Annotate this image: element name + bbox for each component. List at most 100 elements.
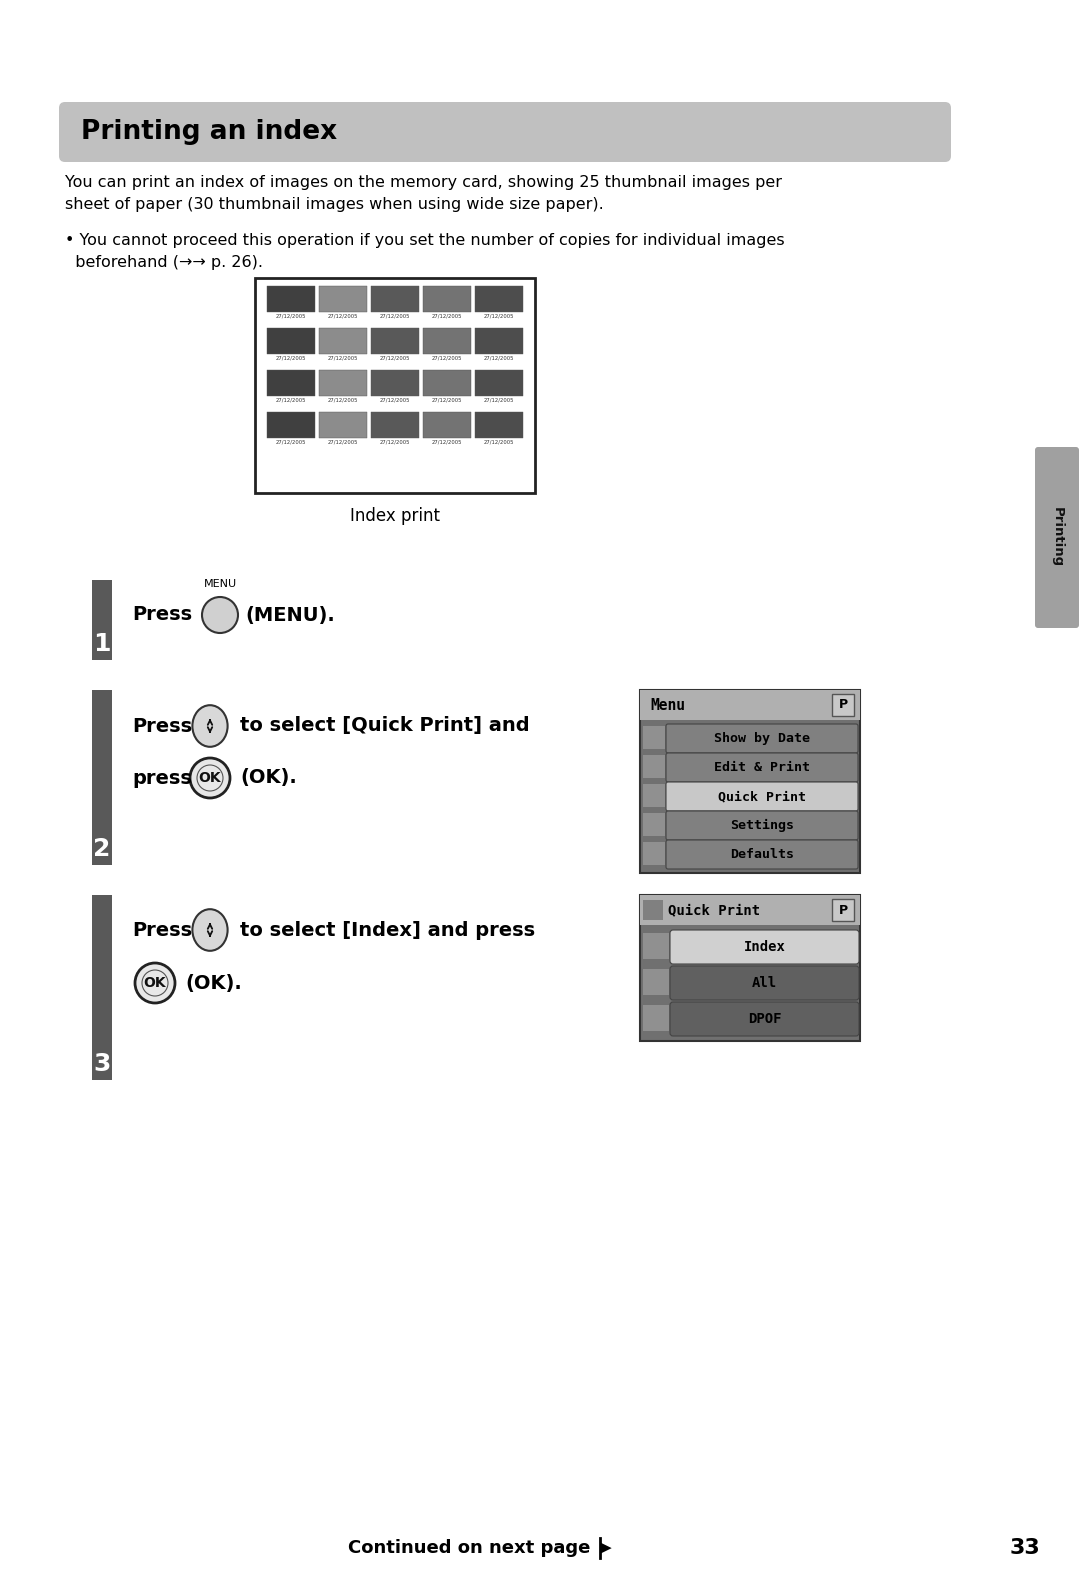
- Text: MENU: MENU: [203, 579, 237, 589]
- Text: 27/12/2005: 27/12/2005: [327, 398, 359, 403]
- Bar: [319, 412, 367, 438]
- Text: 27/12/2005: 27/12/2005: [432, 439, 462, 446]
- Bar: [475, 369, 523, 396]
- Text: (OK).: (OK).: [240, 769, 297, 788]
- Text: 27/12/2005: 27/12/2005: [484, 439, 514, 446]
- Text: 27/12/2005: 27/12/2005: [275, 314, 307, 318]
- Bar: [643, 783, 665, 807]
- Text: 2: 2: [93, 837, 110, 861]
- Bar: [643, 814, 665, 836]
- Bar: [372, 412, 419, 438]
- Text: 27/12/2005: 27/12/2005: [380, 357, 410, 361]
- Text: 1: 1: [93, 632, 111, 656]
- Text: 27/12/2005: 27/12/2005: [484, 357, 514, 361]
- Text: 27/12/2005: 27/12/2005: [275, 398, 307, 403]
- Bar: [423, 369, 471, 396]
- Bar: [643, 933, 669, 958]
- Text: 27/12/2005: 27/12/2005: [432, 314, 462, 318]
- FancyBboxPatch shape: [1035, 447, 1079, 627]
- Text: Printing an index: Printing an index: [81, 119, 337, 145]
- Bar: [643, 842, 665, 864]
- FancyBboxPatch shape: [666, 841, 858, 869]
- Text: 27/12/2005: 27/12/2005: [380, 398, 410, 403]
- FancyBboxPatch shape: [670, 966, 859, 1000]
- Text: Continued on next page: Continued on next page: [348, 1539, 590, 1557]
- Text: Show by Date: Show by Date: [714, 732, 810, 745]
- Text: 27/12/2005: 27/12/2005: [327, 357, 359, 361]
- Bar: [372, 369, 419, 396]
- Bar: [319, 369, 367, 396]
- Text: 27/12/2005: 27/12/2005: [432, 398, 462, 403]
- Text: to select [Quick Print] and: to select [Quick Print] and: [240, 716, 529, 736]
- Text: Quick Print: Quick Print: [669, 903, 760, 917]
- Text: All: All: [752, 976, 778, 990]
- Text: 27/12/2005: 27/12/2005: [327, 314, 359, 318]
- FancyBboxPatch shape: [59, 102, 951, 162]
- Bar: [640, 895, 860, 925]
- Text: press: press: [132, 769, 192, 788]
- Text: (MENU).: (MENU).: [245, 605, 335, 624]
- Text: • You cannot proceed this operation if you set the number of copies for individu: • You cannot proceed this operation if y…: [65, 232, 785, 269]
- Bar: [643, 970, 669, 995]
- Text: 27/12/2005: 27/12/2005: [484, 398, 514, 403]
- Circle shape: [190, 758, 230, 798]
- Ellipse shape: [192, 909, 228, 950]
- Text: 27/12/2005: 27/12/2005: [484, 314, 514, 318]
- Bar: [423, 328, 471, 353]
- FancyBboxPatch shape: [666, 810, 858, 841]
- Bar: [475, 412, 523, 438]
- Text: Menu: Menu: [650, 697, 685, 713]
- Text: Settings: Settings: [730, 818, 794, 833]
- Text: to select [Index] and press: to select [Index] and press: [240, 920, 535, 939]
- Text: Index print: Index print: [350, 506, 440, 525]
- Bar: [423, 287, 471, 312]
- Ellipse shape: [192, 705, 228, 747]
- Text: P: P: [838, 904, 848, 917]
- Bar: [372, 287, 419, 312]
- Bar: [372, 328, 419, 353]
- Text: P: P: [838, 699, 848, 712]
- Text: (OK).: (OK).: [185, 973, 242, 992]
- Text: DPOF: DPOF: [747, 1013, 781, 1025]
- Text: 3: 3: [93, 1052, 110, 1076]
- Bar: [643, 1005, 669, 1032]
- Circle shape: [202, 597, 238, 634]
- Text: Index: Index: [743, 939, 785, 954]
- Bar: [643, 726, 665, 748]
- Circle shape: [141, 970, 168, 997]
- Text: You can print an index of images on the memory card, showing 25 thumbnail images: You can print an index of images on the …: [65, 175, 782, 212]
- Bar: [640, 689, 860, 720]
- FancyBboxPatch shape: [666, 782, 858, 810]
- Bar: [832, 694, 854, 716]
- Text: Printing: Printing: [1051, 508, 1064, 568]
- Text: 27/12/2005: 27/12/2005: [275, 357, 307, 361]
- Circle shape: [197, 766, 222, 791]
- Bar: [423, 412, 471, 438]
- Bar: [267, 328, 315, 353]
- Text: Quick Print: Quick Print: [718, 790, 806, 802]
- FancyBboxPatch shape: [666, 753, 858, 782]
- Text: ▶: ▶: [600, 1541, 611, 1555]
- Text: Press: Press: [132, 605, 192, 624]
- Text: 27/12/2005: 27/12/2005: [327, 439, 359, 446]
- Bar: [92, 895, 112, 1079]
- Bar: [92, 689, 112, 864]
- Bar: [832, 899, 854, 922]
- FancyBboxPatch shape: [670, 1001, 859, 1036]
- Text: Defaults: Defaults: [730, 849, 794, 861]
- Bar: [267, 287, 315, 312]
- Bar: [319, 328, 367, 353]
- FancyBboxPatch shape: [670, 930, 859, 965]
- Text: 27/12/2005: 27/12/2005: [380, 439, 410, 446]
- Bar: [640, 895, 860, 1041]
- Bar: [643, 755, 665, 778]
- Text: 27/12/2005: 27/12/2005: [275, 439, 307, 446]
- Bar: [267, 369, 315, 396]
- Text: Press: Press: [132, 716, 192, 736]
- Bar: [475, 287, 523, 312]
- Text: 27/12/2005: 27/12/2005: [380, 314, 410, 318]
- Bar: [92, 579, 112, 661]
- Bar: [319, 287, 367, 312]
- Text: 33: 33: [1010, 1538, 1041, 1559]
- Circle shape: [135, 963, 175, 1003]
